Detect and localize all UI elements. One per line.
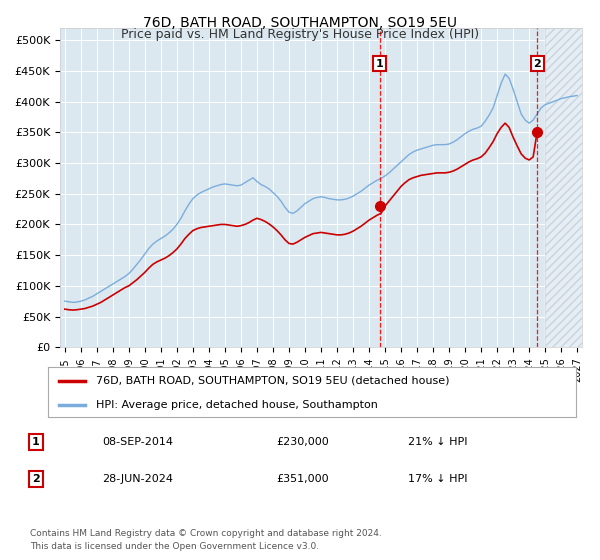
Text: 1: 1 [32, 437, 40, 447]
Text: 17% ↓ HPI: 17% ↓ HPI [408, 474, 467, 484]
Text: £230,000: £230,000 [276, 437, 329, 447]
Text: This data is licensed under the Open Government Licence v3.0.: This data is licensed under the Open Gov… [30, 542, 319, 550]
Text: HPI: Average price, detached house, Southampton: HPI: Average price, detached house, Sout… [95, 400, 377, 409]
Text: 2: 2 [32, 474, 40, 484]
Text: 21% ↓ HPI: 21% ↓ HPI [408, 437, 467, 447]
Text: Contains HM Land Registry data © Crown copyright and database right 2024.: Contains HM Land Registry data © Crown c… [30, 529, 382, 538]
Text: £351,000: £351,000 [276, 474, 329, 484]
Text: 76D, BATH ROAD, SOUTHAMPTON, SO19 5EU (detached house): 76D, BATH ROAD, SOUTHAMPTON, SO19 5EU (d… [95, 376, 449, 386]
Text: 28-JUN-2024: 28-JUN-2024 [102, 474, 173, 484]
Text: 76D, BATH ROAD, SOUTHAMPTON, SO19 5EU: 76D, BATH ROAD, SOUTHAMPTON, SO19 5EU [143, 16, 457, 30]
Text: Price paid vs. HM Land Registry's House Price Index (HPI): Price paid vs. HM Land Registry's House … [121, 28, 479, 41]
Text: 08-SEP-2014: 08-SEP-2014 [102, 437, 173, 447]
Text: 1: 1 [376, 59, 383, 69]
Text: 2: 2 [533, 59, 541, 69]
